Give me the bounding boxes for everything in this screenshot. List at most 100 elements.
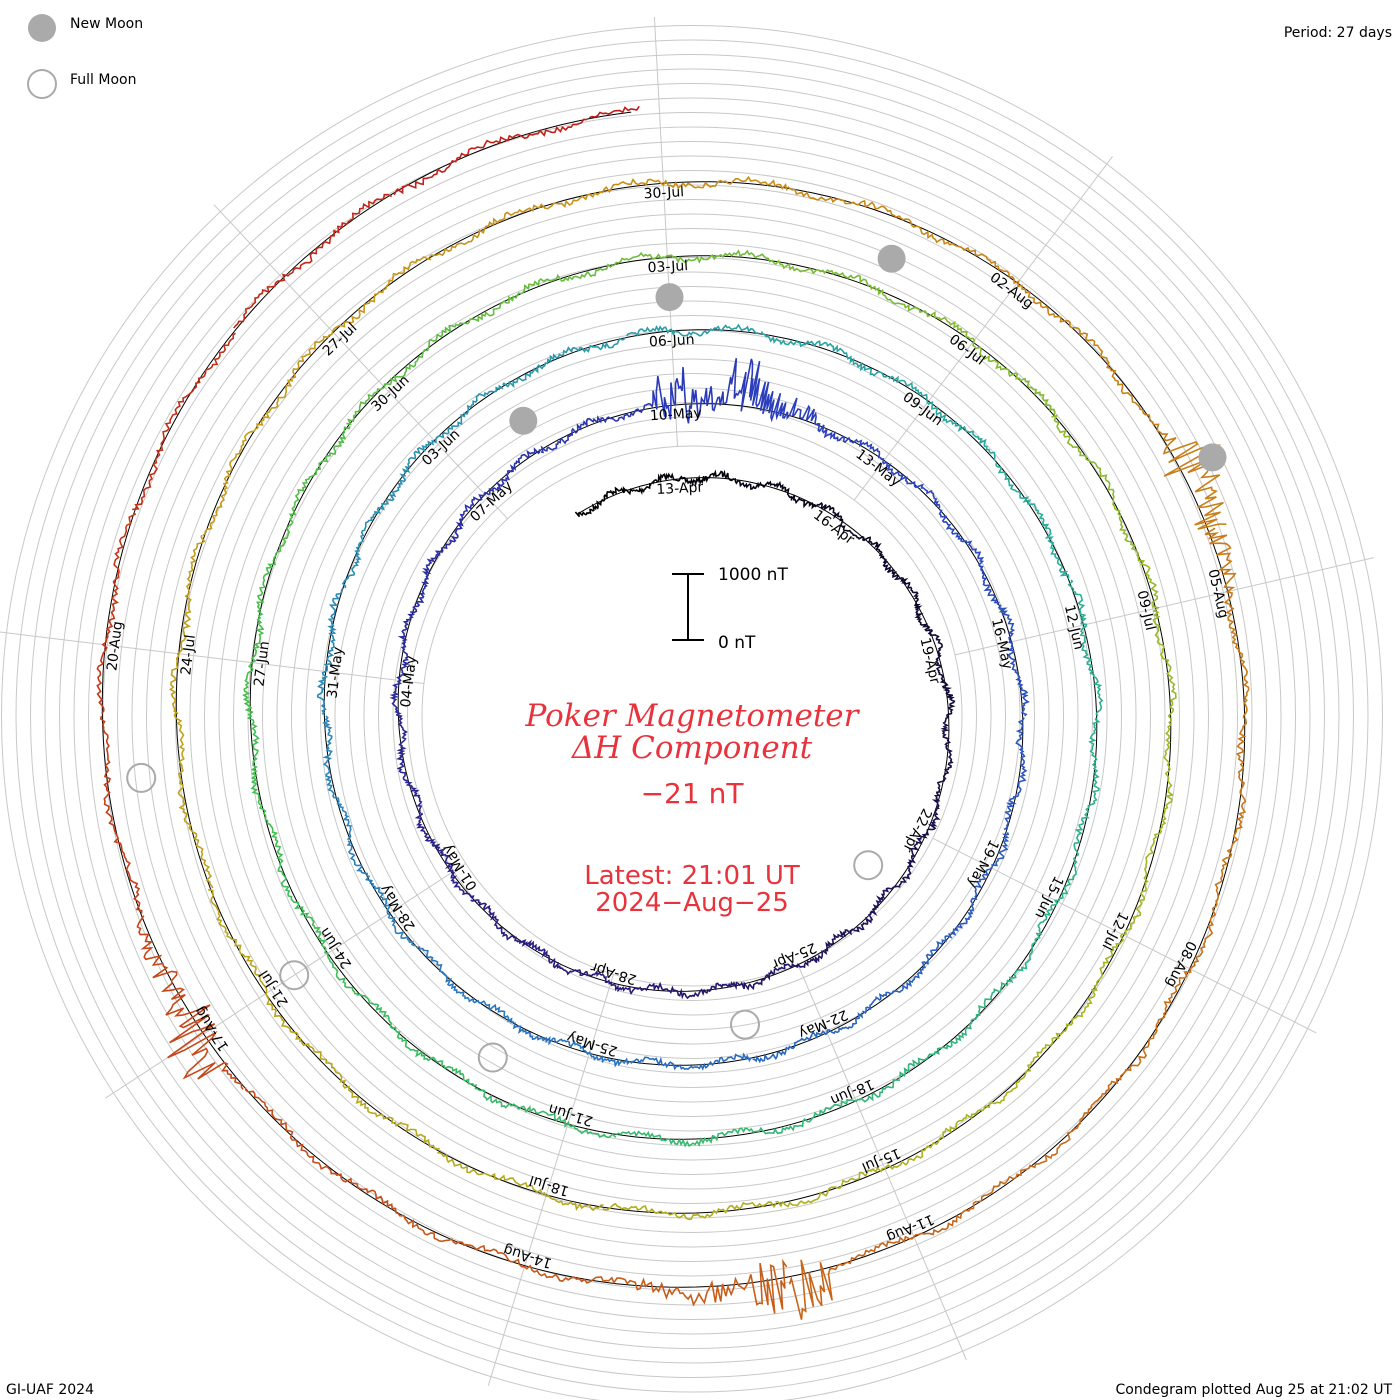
series-segment [233, 193, 393, 329]
grid-ring [88, 112, 1296, 1320]
series-segment [467, 263, 615, 325]
date-label: 13-Apr [656, 480, 704, 499]
series-segment [788, 1207, 974, 1320]
series-segment [938, 509, 1000, 606]
grid-spoke [954, 557, 1374, 656]
grid-ring [15, 39, 1369, 1393]
series-segment [898, 982, 1009, 1080]
grid-ring [44, 68, 1340, 1364]
series-segment [775, 1141, 938, 1208]
series-segment [414, 812, 475, 900]
date-label: 30-Jul [643, 184, 684, 202]
series-segment [1051, 414, 1140, 557]
series-segment [202, 376, 294, 537]
footer-right: Condegram plotted Aug 25 at 21:02 UT [1116, 1382, 1393, 1398]
series-segment [963, 246, 1111, 369]
series-segment [300, 1040, 440, 1150]
grid-ring [363, 387, 1021, 1045]
series-segment [574, 482, 652, 518]
grid-spoke [213, 204, 508, 520]
series-segment [1003, 717, 1028, 831]
moon-markers [126, 244, 1227, 1073]
series-segment [168, 534, 206, 715]
series-segment [630, 1052, 752, 1071]
series-segment [512, 1022, 631, 1068]
series-segment [972, 1077, 1122, 1209]
full-moon-marker [853, 850, 884, 881]
new-moon-marker [877, 244, 906, 273]
scale-top-label: 1000 nT [718, 565, 788, 585]
grid-ring [146, 170, 1238, 1262]
series-segment [651, 469, 735, 488]
series-segment [1064, 883, 1147, 1033]
series-segment [356, 993, 478, 1087]
series-segment [346, 322, 468, 426]
series-segment [931, 716, 954, 808]
date-label: 15-Jun [1031, 873, 1066, 921]
date-label: 18-Jul [528, 1172, 571, 1199]
chart-title-line1: Poker Magnetometer [525, 698, 861, 734]
grid-ring [73, 97, 1311, 1335]
series-segment [437, 1151, 604, 1212]
new-moon-marker [1198, 443, 1227, 472]
series-segment [1212, 718, 1248, 909]
series-segment [136, 915, 244, 1090]
full-moon-legend-icon [27, 69, 57, 99]
series-segment [825, 886, 895, 952]
scale-bottom-label: 0 nT [718, 633, 756, 653]
series-segment [814, 502, 885, 559]
date-label: 10-May [649, 406, 702, 425]
series-segment [321, 715, 353, 841]
footer-left: GI-UAF 2024 [6, 1382, 94, 1398]
series-segment [132, 332, 236, 511]
new-moon-marker [509, 406, 538, 435]
series-segment [927, 629, 956, 718]
series-segment [1119, 907, 1217, 1079]
series-segment [851, 438, 941, 509]
data-series [96, 105, 1250, 1320]
grid-ring [131, 155, 1253, 1277]
grid-ring [102, 126, 1282, 1306]
series-segment [540, 408, 641, 454]
grid-ring [349, 373, 1035, 1059]
series-segment [888, 375, 997, 462]
grid-ring [233, 257, 1151, 1175]
series-segment [459, 447, 541, 520]
grid-ring [334, 358, 1050, 1074]
series-segment [997, 604, 1030, 717]
date-label: 20-Aug [104, 620, 126, 671]
series-segment [882, 557, 933, 632]
series-segment [400, 1214, 590, 1284]
period-label: Period: 27 days [1284, 25, 1392, 41]
grid-ring [117, 141, 1267, 1291]
series-segment [401, 384, 504, 474]
series-segment [737, 949, 828, 991]
series-segment [861, 932, 953, 1015]
grid-ring [204, 228, 1180, 1204]
series-segment [346, 840, 417, 947]
series-segment [950, 832, 1010, 936]
grid-ring [1, 25, 1383, 1400]
date-label: 04-May [398, 655, 420, 708]
series-segment [787, 186, 965, 251]
date-label: 22-Apr [899, 806, 935, 855]
grid-ring [247, 271, 1137, 1161]
series-segment [1137, 555, 1177, 719]
series-segment [1143, 717, 1175, 884]
series-segment [936, 1030, 1065, 1145]
series-segment [588, 105, 640, 119]
date-label: 24-Jun [317, 924, 355, 971]
series-segment [173, 713, 214, 889]
grid-ring [320, 344, 1064, 1088]
grid-spoke [487, 974, 614, 1386]
grid-spoke [797, 964, 967, 1361]
series-segment [389, 612, 415, 716]
series-segment [416, 946, 515, 1024]
series-segment [995, 463, 1070, 580]
date-label: 12-Jun [1061, 603, 1087, 651]
full-moon-marker [477, 1042, 508, 1073]
date-label: 24-Jul [178, 634, 199, 676]
scale-bar [672, 573, 704, 641]
series-segment [613, 249, 775, 266]
series-segment [762, 1079, 901, 1135]
